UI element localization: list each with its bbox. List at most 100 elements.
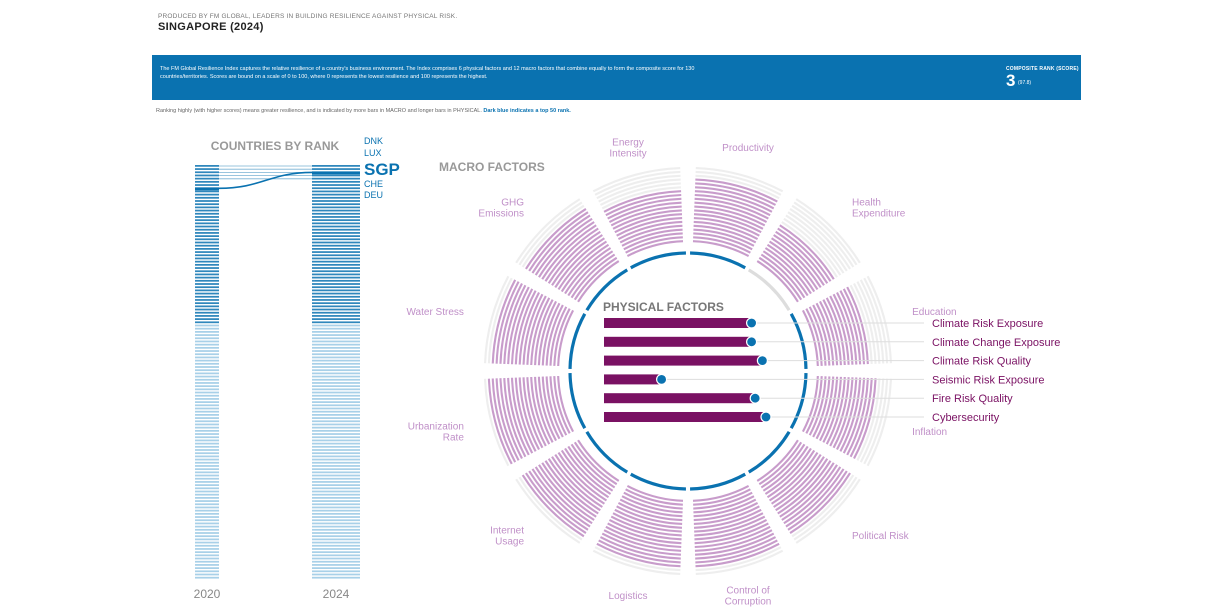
macro-bar [693, 495, 755, 514]
country-code-sgp: SGP [364, 160, 400, 179]
rank-bar [312, 398, 360, 400]
rank-bar [312, 471, 360, 474]
rank-bar [312, 254, 360, 257]
physical-bar [604, 318, 752, 328]
rank-bar [195, 276, 219, 279]
macro-bar [510, 377, 534, 454]
macro-bar [758, 256, 803, 301]
macro-bar [607, 522, 682, 545]
composite-rank-value: 3 [1006, 71, 1016, 90]
rank-bar [195, 292, 219, 295]
macro-bar [693, 224, 757, 244]
index-description: The FM Global Resilience Index captures … [160, 66, 695, 80]
macro-bar [825, 376, 846, 445]
rank-bar [312, 461, 360, 464]
macro-bar [541, 224, 597, 280]
macro-bar [484, 275, 510, 364]
macro-bar [621, 495, 683, 514]
macro-bar [812, 376, 831, 438]
rank-bar [312, 484, 360, 486]
macro-bar [515, 198, 581, 264]
rank-bar [312, 394, 360, 397]
rank-bar [195, 251, 219, 253]
rank-bar [312, 369, 360, 372]
macro-bar [531, 214, 591, 274]
macro-bar [541, 302, 561, 366]
macro-factor-label: GHG Emissions [478, 198, 524, 220]
rank-bar [312, 340, 360, 343]
macro-bar [560, 449, 610, 499]
rank-bar [312, 235, 360, 237]
rank-bar [195, 273, 219, 276]
rank-bar [312, 516, 360, 518]
macro-bar [694, 512, 764, 533]
rank-bar [312, 251, 360, 253]
rank-bar [195, 573, 219, 576]
macro-bar [601, 532, 681, 556]
rank-bar [195, 417, 219, 419]
macro-bar [510, 288, 534, 365]
macro-bar [534, 299, 554, 366]
info-banner: The FM Global Resilience Index captures … [152, 55, 1081, 100]
rank-bar [195, 235, 219, 237]
rank-bar [312, 184, 360, 186]
macro-bar [617, 220, 683, 240]
macro-bar [487, 378, 513, 465]
macro-bar [626, 484, 684, 502]
macro-bar [564, 247, 612, 295]
rank-bar [195, 248, 219, 250]
macro-bar [554, 454, 605, 505]
macro-bar [793, 476, 858, 541]
rank-bar [312, 212, 360, 215]
rank-bar [312, 426, 360, 429]
composite-score: (97.8) [1018, 80, 1032, 86]
macro-bar [693, 488, 751, 506]
rank-bar [312, 573, 360, 576]
rank-bar [312, 497, 360, 499]
macro-bar [608, 201, 682, 223]
macro-bar [846, 286, 869, 365]
page-title: SINGAPORE (2024) [158, 21, 264, 33]
countries-by-rank-title: COUNTRIES BY RANK [211, 139, 340, 153]
rank-bar [312, 219, 360, 222]
macro-bar [605, 193, 682, 217]
rank-bar [312, 442, 360, 445]
macro-bar [859, 378, 885, 463]
macro-bar [694, 522, 769, 545]
macro-bar [623, 491, 683, 510]
macro-bar [610, 205, 682, 227]
rank-bar [195, 187, 219, 191]
rank-bar [312, 410, 360, 413]
rank-bar [195, 554, 219, 557]
rank-bar [195, 279, 219, 282]
macro-bar [491, 279, 517, 364]
macro-bar [525, 472, 587, 534]
macro-bar [564, 447, 612, 495]
macro-rank-indicator [630, 251, 686, 270]
macro-bar [518, 201, 583, 266]
rank-bar [195, 538, 219, 541]
rank-bar [195, 414, 219, 416]
macro-factor-label: Political Risk [852, 531, 910, 542]
rank-bar [195, 410, 219, 413]
macro-bar [521, 474, 585, 538]
rank-bar [312, 174, 360, 177]
rank-bar [312, 315, 360, 317]
rank-bar [195, 321, 219, 324]
rank-bar [195, 481, 219, 483]
rank-bar [195, 519, 219, 522]
rank-bar [195, 532, 219, 534]
rank-bar [195, 455, 219, 458]
macro-bar [856, 281, 881, 364]
rank-bar [312, 528, 360, 531]
rank-bar [195, 506, 219, 509]
macro-factor-label: Inflation [912, 427, 947, 438]
rank-bar [195, 458, 219, 461]
macro-bar [557, 240, 608, 291]
macro-bar [534, 376, 554, 443]
macro-bar [528, 211, 589, 272]
macro-bar [783, 466, 842, 525]
rank-bar [312, 302, 360, 305]
macro-bar [853, 378, 877, 460]
rank-bar [312, 196, 360, 199]
